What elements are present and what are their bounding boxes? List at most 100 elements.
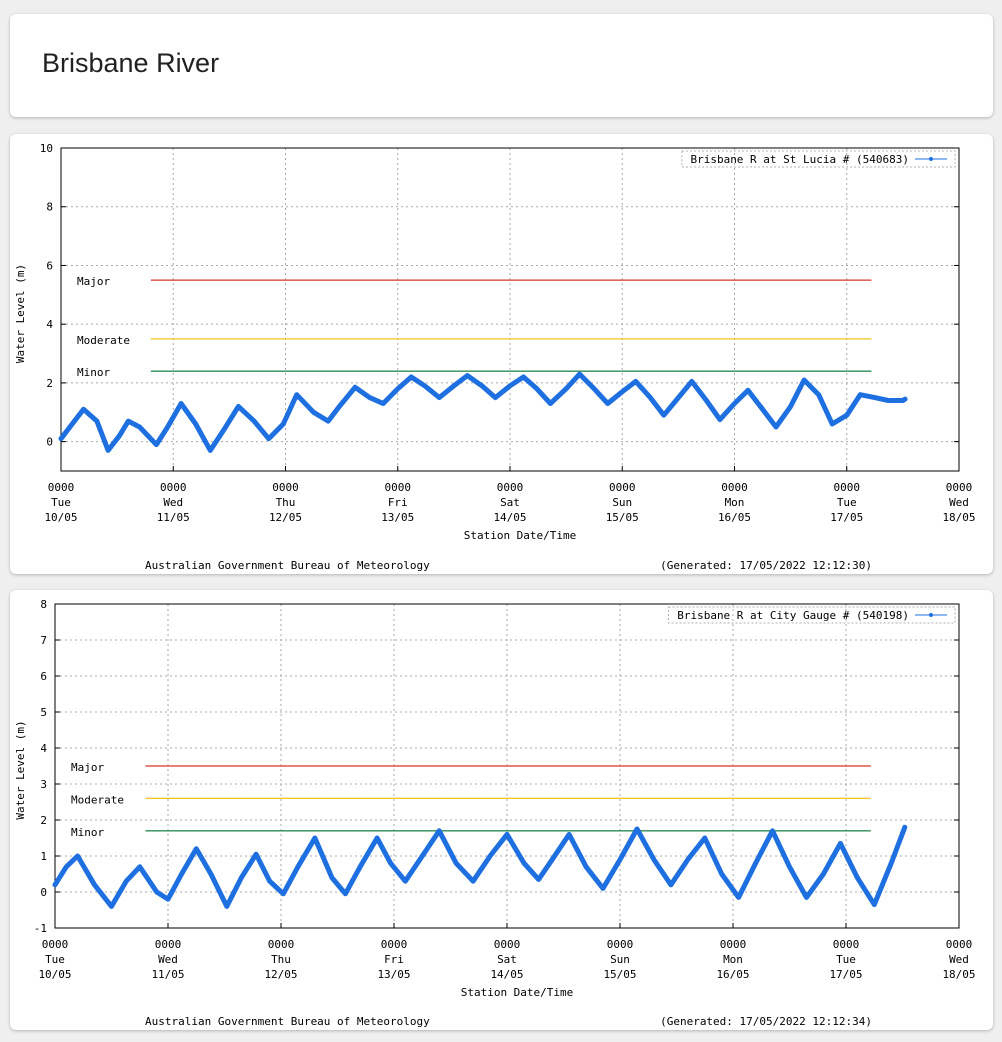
- data-point: [154, 442, 159, 447]
- x-tick-label: Fri: [388, 496, 408, 509]
- data-point: [123, 879, 129, 884]
- data-point: [367, 395, 372, 400]
- footer-generated: (Generated: 17/05/2022 12:12:30): [660, 559, 872, 572]
- x-tick-label: 0000: [721, 481, 748, 494]
- y-tick-label: 4: [46, 318, 53, 331]
- y-tick-label: 4: [40, 742, 47, 755]
- legend-label: Brisbane R at St Lucia # (540683): [690, 153, 909, 166]
- data-point: [753, 861, 758, 866]
- x-tick-label: 15/05: [606, 511, 639, 524]
- x-tick-label: 0000: [272, 481, 299, 494]
- data-point: [889, 861, 894, 866]
- data-point: [409, 374, 414, 380]
- data-point: [126, 418, 131, 424]
- y-axis-title: Water Level (m): [14, 264, 27, 363]
- data-point: [872, 902, 877, 907]
- data-point: [224, 904, 229, 909]
- data-point: [676, 395, 681, 400]
- data-point: [266, 436, 271, 441]
- data-point: [403, 879, 408, 884]
- data-point: [821, 871, 826, 877]
- x-tick-label: 0000: [381, 938, 408, 951]
- data-point: [689, 379, 695, 384]
- data-point: [507, 383, 513, 389]
- chart-card-st-lucia: 0 2 4 6 8 10 0000 Tue 10/05 0000 Wed 11/05 0000 Thu 12…: [10, 134, 993, 574]
- x-tick-label: 0000: [48, 481, 75, 494]
- y-tick-label: 10: [40, 142, 53, 155]
- legend-marker: [929, 157, 933, 161]
- chart-card-city-gauge: -1 0 1 2 3 4 5 6 7 8 0000 Tue 10/05 0000 Wed 11/05 0000 T…: [10, 590, 993, 1030]
- data-point: [717, 417, 723, 422]
- data-point: [81, 407, 86, 412]
- data-point: [745, 388, 751, 393]
- x-tick-label: Tue: [837, 496, 857, 509]
- threshold-label-major: Major: [77, 275, 110, 288]
- data-point: [388, 861, 393, 866]
- plot-frame: [54, 603, 960, 929]
- data-point: [816, 392, 821, 397]
- threshold-label-moderate: Moderate: [71, 793, 124, 806]
- data-point: [311, 410, 316, 415]
- data-point: [70, 421, 75, 427]
- data-point: [470, 879, 476, 884]
- x-tick-label: 17/05: [829, 968, 862, 981]
- data-point: [179, 871, 184, 877]
- x-tick-label: 10/05: [38, 968, 71, 981]
- legend-label: Brisbane R at City Gauge # (540198): [677, 609, 909, 622]
- x-tick-label: Tue: [45, 953, 65, 966]
- data-point: [534, 386, 540, 391]
- data-point: [633, 379, 638, 384]
- data-point: [685, 857, 690, 862]
- data-point: [267, 879, 272, 884]
- x-axis-title: Station Date/Time: [464, 529, 577, 542]
- title-card: Brisbane River: [10, 14, 993, 117]
- data-point: [661, 413, 666, 418]
- data-point: [620, 389, 625, 394]
- x-tick-label: 0000: [497, 481, 524, 494]
- x-tick-label: 10/05: [44, 511, 77, 524]
- data-point: [92, 882, 97, 887]
- data-point: [902, 825, 907, 830]
- x-tick-label: 0000: [834, 481, 861, 494]
- page-title: Brisbane River: [42, 48, 220, 78]
- data-point: [829, 421, 835, 427]
- x-tick-label: 18/05: [942, 511, 975, 524]
- data-point: [137, 864, 142, 869]
- x-tick-label: 16/05: [716, 968, 749, 981]
- x-tick-label: 0000: [609, 481, 636, 494]
- x-tick-label: Thu: [276, 496, 296, 509]
- x-tick-label: Thu: [271, 953, 291, 966]
- data-point: [634, 826, 640, 832]
- data-point: [487, 853, 493, 859]
- data-point: [236, 404, 241, 409]
- data-point: [357, 864, 363, 869]
- data-point: [208, 871, 214, 877]
- x-tick-label: 0000: [42, 938, 69, 951]
- data-point: [702, 835, 707, 841]
- data-point: [536, 877, 541, 882]
- x-axis-title: Station Date/Time: [461, 986, 574, 999]
- x-tick-label: 0000: [160, 481, 187, 494]
- x-tick-label: Sat: [497, 953, 517, 966]
- data-point: [801, 377, 807, 383]
- y-tick-label: 2: [46, 377, 53, 390]
- data-point: [704, 398, 709, 403]
- series-line: [52, 824, 908, 909]
- data-point: [855, 875, 860, 880]
- data-point: [591, 386, 597, 391]
- data-point: [395, 386, 400, 391]
- chart-st-lucia: 0 2 4 6 8 10 0000 Tue 10/05 0000 Wed 11/05 0000 Thu 12…: [14, 142, 976, 572]
- data-point: [109, 904, 114, 909]
- data-point: [253, 852, 259, 857]
- y-tick-label: 0: [40, 886, 47, 899]
- data-point: [668, 882, 674, 887]
- data-point: [75, 853, 80, 859]
- data-point: [760, 407, 765, 412]
- data-point: [165, 424, 170, 430]
- data-point: [221, 427, 226, 433]
- x-tick-label: 0000: [833, 938, 860, 951]
- data-point: [337, 404, 342, 409]
- x-tick-label: 16/05: [718, 511, 751, 524]
- threshold-label-minor: Minor: [77, 366, 110, 379]
- data-point: [770, 828, 775, 833]
